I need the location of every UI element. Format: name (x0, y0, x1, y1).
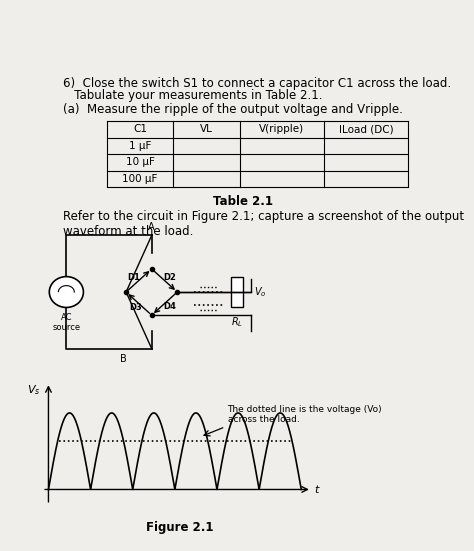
Text: The dotted line is the voltage (Vo)
across the load.: The dotted line is the voltage (Vo) acro… (228, 405, 382, 424)
Text: D1: D1 (127, 273, 140, 283)
Text: 10 μF: 10 μF (126, 158, 155, 168)
Text: $t$: $t$ (314, 483, 320, 495)
Text: D3: D3 (130, 303, 142, 312)
FancyBboxPatch shape (231, 277, 243, 307)
Text: ILoad (DC): ILoad (DC) (339, 125, 393, 134)
Text: 1 μF: 1 μF (129, 141, 151, 151)
Text: C1: C1 (133, 125, 147, 134)
Text: Refer to the circuit in Figure 2.1; capture a screenshot of the output waveform : Refer to the circuit in Figure 2.1; capt… (63, 210, 464, 239)
Text: $V_o$: $V_o$ (254, 285, 266, 299)
Text: 100 μF: 100 μF (122, 174, 158, 184)
Text: (a)  Measure the ripple of the output voltage and Vripple.: (a) Measure the ripple of the output vol… (63, 104, 403, 116)
Text: $V_s$: $V_s$ (27, 383, 40, 397)
Text: AC
source: AC source (52, 312, 81, 332)
Text: D2: D2 (164, 273, 177, 283)
Text: 6)  Close the switch S1 to connect a capacitor C1 across the load.: 6) Close the switch S1 to connect a capa… (63, 77, 451, 90)
Text: Table 2.1: Table 2.1 (213, 195, 273, 208)
Text: $R_L$: $R_L$ (231, 315, 243, 329)
Text: B: B (120, 354, 127, 364)
Text: Tabulate your measurements in Table 2.1.: Tabulate your measurements in Table 2.1. (63, 89, 322, 102)
Text: Figure 2.1: Figure 2.1 (146, 521, 214, 534)
Text: VL: VL (200, 125, 213, 134)
Text: V(ripple): V(ripple) (259, 125, 304, 134)
Text: A: A (148, 222, 155, 231)
Circle shape (49, 277, 83, 307)
Text: D4: D4 (164, 301, 177, 311)
